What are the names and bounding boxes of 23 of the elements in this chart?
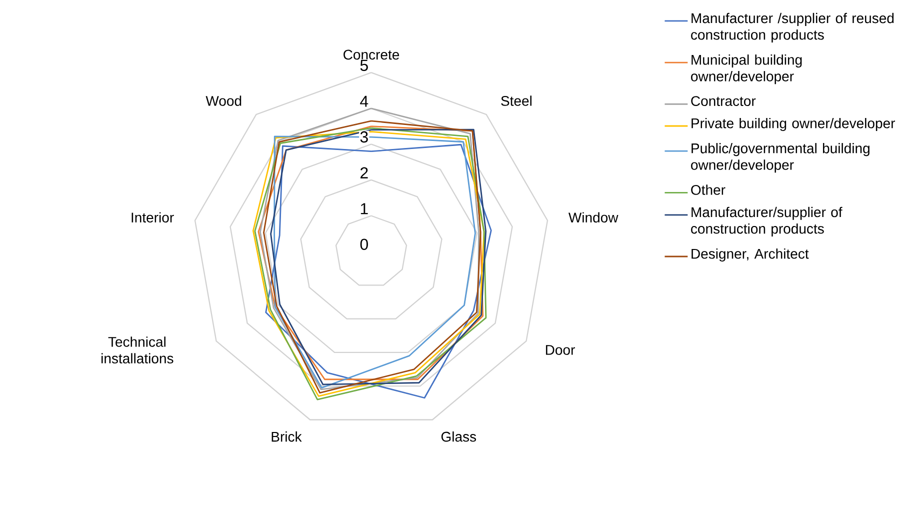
y-tick-label: 4 [360,96,368,107]
legend-label: Manufacturer /supplier of reused construction products [691,12,894,42]
spoke-label: Technical installations [102,336,174,364]
spoke-label: Door [546,344,575,355]
spoke-label: Glass [441,431,476,442]
y-tick-label: 0 [360,238,368,250]
spoke-label: Brick [272,431,302,442]
legend-label: Other [691,184,726,195]
y-tick-label: 3 [360,131,368,142]
legend-label: Designer, Architect [692,248,809,262]
y-tick-label: 2 [360,167,368,178]
legend-label: Private building owner/developer [692,118,896,131]
spoke-label: Steel [501,95,532,106]
legend-label: Public/governmental building owner/developer [691,142,870,172]
legend-label: Contractor [691,96,756,106]
legend-label: Manufacturer/supplier of construction products [691,206,842,236]
spoke-label: Window [568,212,618,222]
y-tick-label: 5 [360,60,368,71]
legend-label: Municipal building owner/developer [691,54,802,84]
spoke-label: Concrete [344,50,400,60]
y-tick-label: 1 [360,203,368,214]
spoke-label: Interior [132,212,174,222]
spoke-label: Wood [206,95,242,106]
